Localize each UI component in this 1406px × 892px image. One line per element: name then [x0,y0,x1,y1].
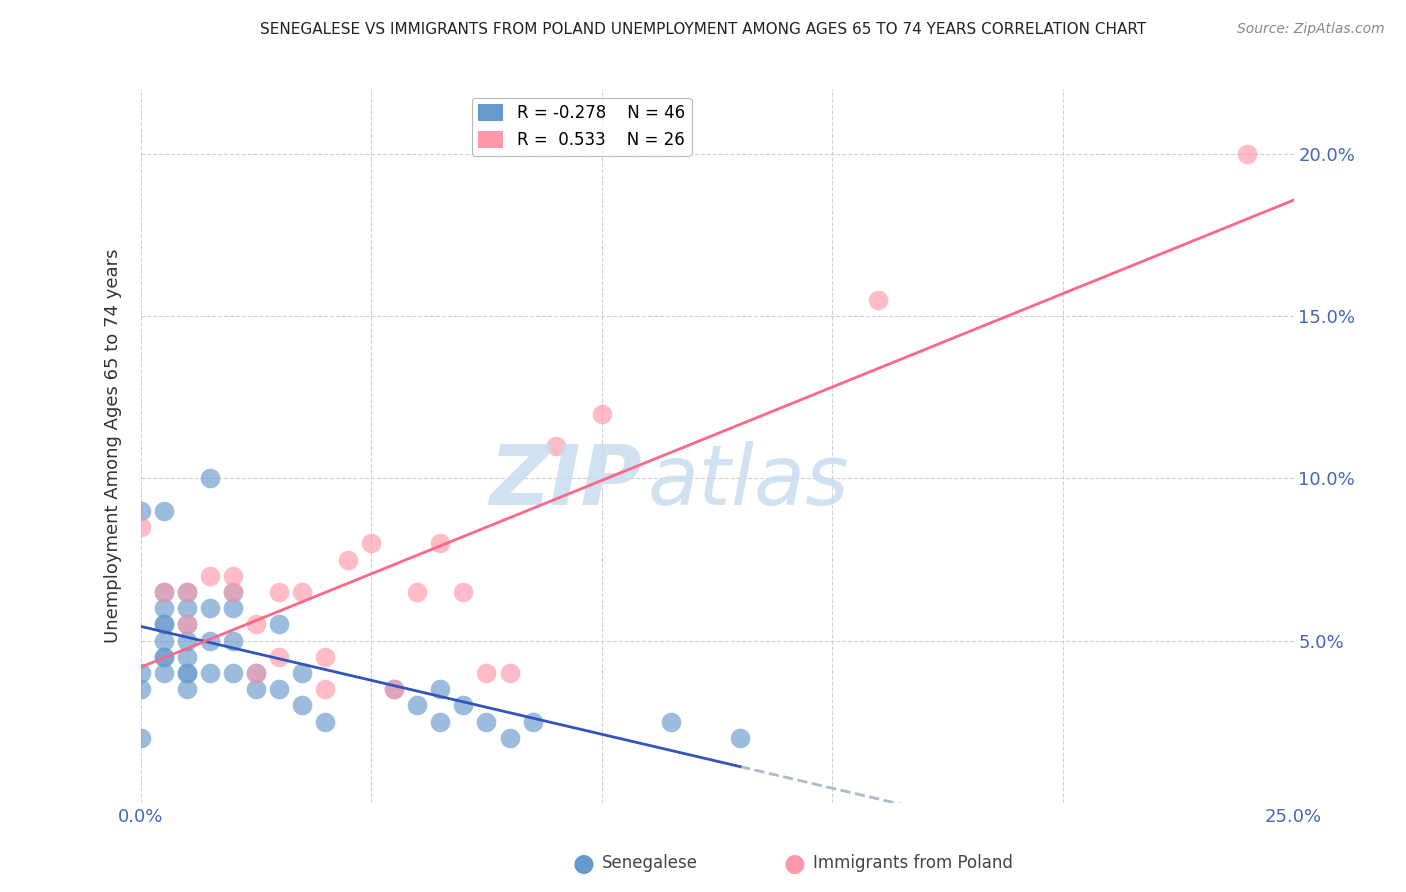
Point [129,666,152,681]
Point [453,585,475,599]
Point [314,714,336,729]
Point [314,649,336,664]
Point [176,649,198,664]
Point [498,666,520,681]
Point [152,585,174,599]
Point [152,601,174,615]
Point [728,731,751,745]
Point [267,585,290,599]
Point [382,682,405,697]
Point [176,617,198,632]
Point [245,666,267,681]
Text: SENEGALESE VS IMMIGRANTS FROM POLAND UNEMPLOYMENT AMONG AGES 65 TO 74 YEARS CORR: SENEGALESE VS IMMIGRANTS FROM POLAND UNE… [260,22,1146,37]
Point [152,617,174,632]
Point [152,504,174,518]
Point [129,731,152,745]
Point [222,666,245,681]
Point [544,439,567,453]
Text: ZIP: ZIP [489,442,643,522]
Point [360,536,382,550]
Point [291,698,314,713]
Point [222,633,245,648]
Point [152,666,174,681]
Point [176,682,198,697]
Point [1236,147,1258,161]
Point [267,649,290,664]
Point [152,617,174,632]
Point [475,714,498,729]
Legend: R = -0.278    N = 46, R =  0.533    N = 26: R = -0.278 N = 46, R = 0.533 N = 26 [472,97,692,155]
Point [176,666,198,681]
Point [176,617,198,632]
Text: ●: ● [783,852,806,875]
Point [245,617,267,632]
Point [453,698,475,713]
Point [429,536,451,550]
Point [176,585,198,599]
Point [222,585,245,599]
Point [129,520,152,534]
Point [152,649,174,664]
Point [245,682,267,697]
Point [129,504,152,518]
Point [382,682,405,697]
Point [498,731,520,745]
Point [198,601,221,615]
Text: Senegalese: Senegalese [602,855,697,872]
Point [152,649,174,664]
Point [429,714,451,729]
Point [222,568,245,582]
Point [868,293,890,307]
Point [176,585,198,599]
Point [176,601,198,615]
Y-axis label: Unemployment Among Ages 65 to 74 years: Unemployment Among Ages 65 to 74 years [104,249,122,643]
Text: atlas: atlas [648,442,849,522]
Point [291,666,314,681]
Point [267,682,290,697]
Point [591,407,613,421]
Point [152,633,174,648]
Point [659,714,682,729]
Point [291,585,314,599]
Point [198,666,221,681]
Point [429,682,451,697]
Point [406,698,429,713]
Point [245,666,267,681]
Point [198,633,221,648]
Point [314,682,336,697]
Point [475,666,498,681]
Point [222,585,245,599]
Point [129,682,152,697]
Point [198,471,221,485]
Point [176,633,198,648]
Text: Source: ZipAtlas.com: Source: ZipAtlas.com [1237,22,1385,37]
Point [176,666,198,681]
Text: ●: ● [572,852,595,875]
Point [152,585,174,599]
Point [337,552,360,566]
Point [198,568,221,582]
Text: Immigrants from Poland: Immigrants from Poland [813,855,1012,872]
Point [267,617,290,632]
Point [222,601,245,615]
Point [522,714,544,729]
Point [406,585,429,599]
